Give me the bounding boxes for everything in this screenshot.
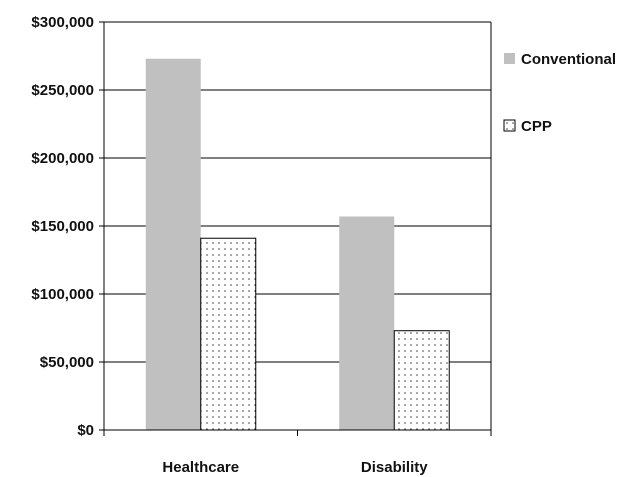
y-tick-label: $150,000 (31, 218, 94, 235)
legend: Conventional CPP (503, 51, 616, 135)
y-tick-label: $300,000 (31, 14, 94, 31)
bar-cpp-disability (393, 330, 450, 431)
legend-label-cpp: CPP (521, 118, 552, 135)
y-tick-label: $0 (77, 422, 94, 439)
y-tick-label: $50,000 (40, 354, 94, 371)
bar-cpp-healthcare (200, 237, 257, 431)
legend-label-conventional: Conventional (521, 51, 616, 68)
bar-conventional-healthcare (145, 58, 201, 430)
legend-swatch-conventional (504, 53, 515, 64)
x-axis-labels: Healthcare Disability (162, 459, 428, 476)
y-axis-ticks: $0 $50,000 $100,000 $150,000 $200,000 $250,00… (31, 14, 104, 439)
y-tick-label: $250,000 (31, 82, 94, 99)
bars (145, 58, 450, 431)
legend-swatch-cpp (503, 119, 516, 132)
y-tick-label: $200,000 (31, 150, 94, 167)
x-category-label: Disability (361, 459, 428, 476)
bar-conventional-disability (339, 216, 395, 430)
x-category-label: Healthcare (162, 459, 239, 476)
axes (103, 22, 492, 436)
y-tick-label: $100,000 (31, 286, 94, 303)
